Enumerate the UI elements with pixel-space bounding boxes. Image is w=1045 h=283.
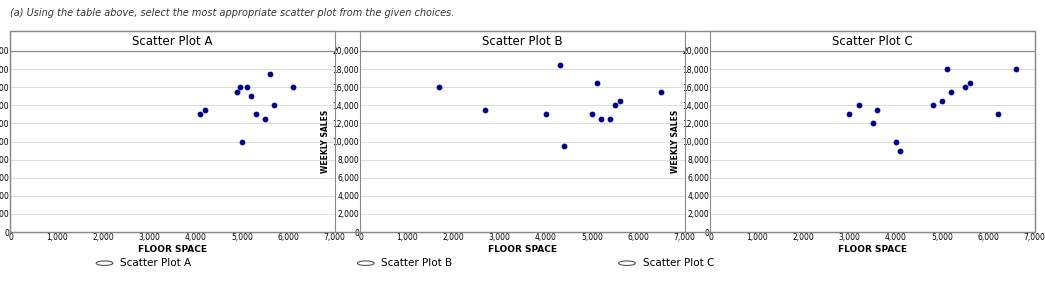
Title: Floor Space and Weekly Sales: Floor Space and Weekly Sales xyxy=(784,39,960,49)
Point xyxy=(943,89,959,94)
Text: Scatter Plot C: Scatter Plot C xyxy=(643,258,714,268)
Text: Scatter Plot A: Scatter Plot A xyxy=(133,35,213,48)
Point xyxy=(431,85,447,89)
Point xyxy=(551,62,567,67)
Point xyxy=(961,80,978,85)
Point xyxy=(261,71,278,76)
Point xyxy=(588,80,605,85)
X-axis label: FLOOR SPACE: FLOOR SPACE xyxy=(838,245,907,254)
Point xyxy=(537,112,554,117)
Point xyxy=(602,117,619,121)
Text: Scatter Plot B: Scatter Plot B xyxy=(482,35,563,48)
Point xyxy=(478,108,494,112)
Point xyxy=(841,112,858,117)
Point xyxy=(238,85,255,89)
Point xyxy=(248,112,264,117)
Point xyxy=(611,98,628,103)
Point xyxy=(887,139,904,144)
Point xyxy=(851,103,867,108)
Point xyxy=(607,103,624,108)
Text: Scatter Plot C: Scatter Plot C xyxy=(832,35,913,48)
Point xyxy=(192,112,209,117)
Text: Scatter Plot B: Scatter Plot B xyxy=(381,258,452,268)
Point xyxy=(231,85,248,89)
X-axis label: FLOOR SPACE: FLOOR SPACE xyxy=(138,245,207,254)
Point xyxy=(868,108,885,112)
Point xyxy=(229,89,246,94)
Point xyxy=(266,103,283,108)
Point xyxy=(925,103,942,108)
Y-axis label: WEEKLY SALES: WEEKLY SALES xyxy=(321,110,329,173)
Point xyxy=(556,144,573,148)
Point xyxy=(933,98,950,103)
Point xyxy=(593,117,609,121)
Title: Floor Space and Weekly Sales: Floor Space and Weekly Sales xyxy=(85,39,261,49)
Point xyxy=(864,121,881,126)
Text: (a) Using the table above, select the most appropriate scatter plot from the giv: (a) Using the table above, select the mo… xyxy=(10,8,455,18)
Point xyxy=(234,139,251,144)
Point xyxy=(938,67,955,71)
Point xyxy=(653,89,670,94)
Point xyxy=(583,112,600,117)
Point xyxy=(990,112,1006,117)
Point xyxy=(196,108,213,112)
Point xyxy=(1007,67,1024,71)
Point xyxy=(257,117,274,121)
Y-axis label: WEEKLY SALES: WEEKLY SALES xyxy=(671,110,679,173)
Text: Scatter Plot A: Scatter Plot A xyxy=(120,258,191,268)
Point xyxy=(957,85,974,89)
Point xyxy=(892,148,909,153)
X-axis label: FLOOR SPACE: FLOOR SPACE xyxy=(488,245,557,254)
Point xyxy=(242,94,259,98)
Point xyxy=(284,85,301,89)
Title: Floor Space and Weekly Sales: Floor Space and Weekly Sales xyxy=(434,39,611,49)
